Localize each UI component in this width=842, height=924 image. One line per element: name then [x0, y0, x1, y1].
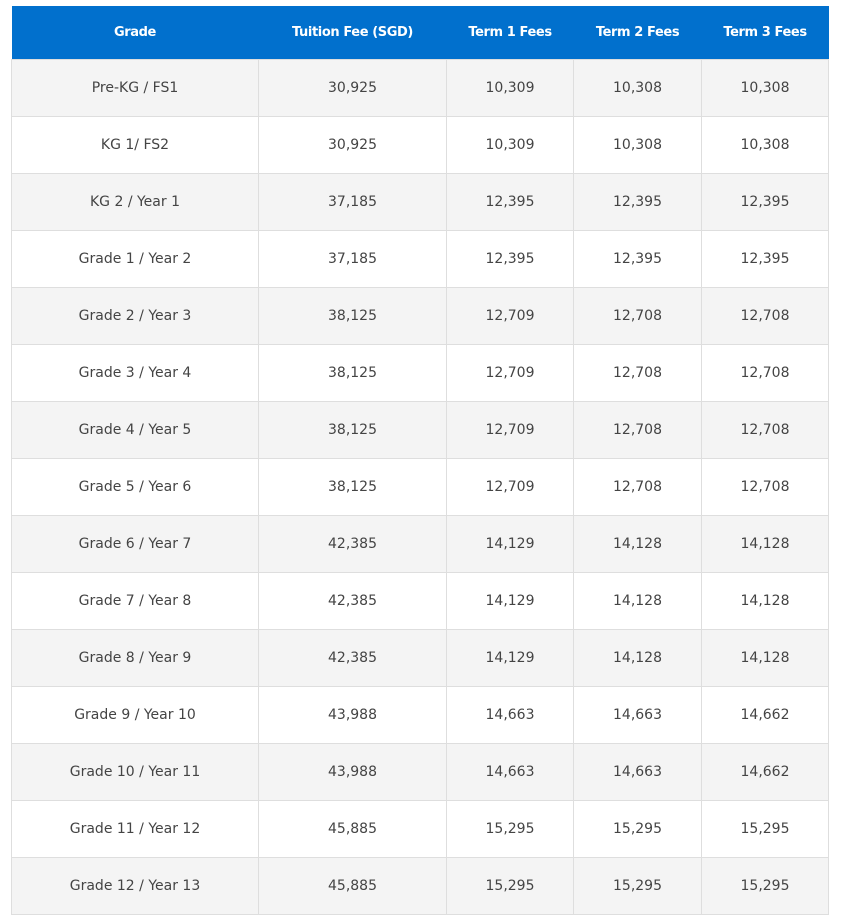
- term-2-cell: 12,395: [573, 230, 702, 288]
- term-3-cell: 14,128: [701, 572, 829, 630]
- term-3-cell: 15,295: [701, 857, 829, 915]
- term-3-cell: 12,708: [701, 401, 829, 459]
- table-row: KG 2 / Year 1 37,185 12,395 12,395 12,395: [11, 173, 829, 231]
- term-1-cell: 14,129: [446, 629, 574, 687]
- tuition-fee-cell: 43,988: [258, 743, 447, 801]
- grade-cell: Grade 7 / Year 8: [11, 572, 259, 630]
- grade-cell: Grade 2 / Year 3: [11, 287, 259, 345]
- table-row: Grade 3 / Year 4 38,125 12,709 12,708 12,708: [11, 344, 829, 402]
- table-row: Grade 1 / Year 2 37,185 12,395 12,395 12,395: [11, 230, 829, 288]
- header-term-2: Term 2 Fees: [573, 6, 702, 60]
- term-3-cell: 12,708: [701, 287, 829, 345]
- term-1-cell: 14,129: [446, 572, 574, 630]
- term-1-cell: 12,395: [446, 173, 574, 231]
- term-2-cell: 14,128: [573, 515, 702, 573]
- term-2-cell: 14,663: [573, 743, 702, 801]
- tuition-fee-cell: 37,185: [258, 173, 447, 231]
- term-2-cell: 15,295: [573, 857, 702, 915]
- term-3-cell: 12,395: [701, 173, 829, 231]
- header-term-1: Term 1 Fees: [446, 6, 574, 60]
- term-1-cell: 15,295: [446, 857, 574, 915]
- table-row: Grade 9 / Year 10 43,988 14,663 14,663 14,66…: [11, 686, 829, 744]
- table-row: Grade 12 / Year 13 45,885 15,295 15,295 15,2…: [11, 857, 829, 915]
- term-3-cell: 12,395: [701, 230, 829, 288]
- term-3-cell: 12,708: [701, 458, 829, 516]
- header-grade: Grade: [11, 6, 259, 60]
- table-row: Pre-KG / FS1 30,925 10,309 10,308 10,308: [11, 59, 829, 117]
- header-term-3: Term 3 Fees: [701, 6, 829, 60]
- term-3-cell: 10,308: [701, 59, 829, 117]
- tuition-fee-cell: 42,385: [258, 515, 447, 573]
- tuition-fee-cell: 42,385: [258, 572, 447, 630]
- table-row: Grade 11 / Year 12 45,885 15,295 15,295 15,2…: [11, 800, 829, 858]
- tuition-fee-cell: 38,125: [258, 287, 447, 345]
- grade-cell: Grade 1 / Year 2: [11, 230, 259, 288]
- grade-cell: Grade 9 / Year 10: [11, 686, 259, 744]
- table-row: Grade 4 / Year 5 38,125 12,709 12,708 12,708: [11, 401, 829, 459]
- tuition-fee-cell: 30,925: [258, 116, 447, 174]
- term-1-cell: 12,709: [446, 287, 574, 345]
- table-row: KG 1/ FS2 30,925 10,309 10,308 10,308: [11, 116, 829, 174]
- term-1-cell: 10,309: [446, 116, 574, 174]
- term-2-cell: 12,395: [573, 173, 702, 231]
- term-3-cell: 14,128: [701, 515, 829, 573]
- table-row: Grade 10 / Year 11 43,988 14,663 14,663 14,6…: [11, 743, 829, 801]
- term-1-cell: 12,709: [446, 458, 574, 516]
- term-3-cell: 14,128: [701, 629, 829, 687]
- table-row: Grade 7 / Year 8 42,385 14,129 14,128 14,128: [11, 572, 829, 630]
- grade-cell: Grade 12 / Year 13: [11, 857, 259, 915]
- term-2-cell: 12,708: [573, 287, 702, 345]
- tuition-fee-cell: 45,885: [258, 857, 447, 915]
- term-1-cell: 12,395: [446, 230, 574, 288]
- term-1-cell: 12,709: [446, 401, 574, 459]
- tuition-fee-cell: 37,185: [258, 230, 447, 288]
- header-tuition-fee: Tuition Fee (SGD): [258, 6, 447, 60]
- term-1-cell: 14,129: [446, 515, 574, 573]
- grade-cell: Grade 5 / Year 6: [11, 458, 259, 516]
- tuition-fee-cell: 42,385: [258, 629, 447, 687]
- header-row: Grade Tuition Fee (SGD) Term 1 Fees Term…: [11, 6, 829, 60]
- tuition-fee-cell: 30,925: [258, 59, 447, 117]
- table-row: Grade 5 / Year 6 38,125 12,709 12,708 12,708: [11, 458, 829, 516]
- tuition-fee-cell: 45,885: [258, 800, 447, 858]
- grade-cell: Grade 3 / Year 4: [11, 344, 259, 402]
- term-2-cell: 15,295: [573, 800, 702, 858]
- term-1-cell: 10,309: [446, 59, 574, 117]
- tuition-fee-cell: 38,125: [258, 344, 447, 402]
- term-1-cell: 14,663: [446, 686, 574, 744]
- table-row: Grade 2 / Year 3 38,125 12,709 12,708 12,708: [11, 287, 829, 345]
- grade-cell: Pre-KG / FS1: [11, 59, 259, 117]
- term-2-cell: 14,128: [573, 572, 702, 630]
- tuition-fee-cell: 38,125: [258, 458, 447, 516]
- term-2-cell: 12,708: [573, 344, 702, 402]
- term-3-cell: 12,708: [701, 344, 829, 402]
- table-row: Grade 8 / Year 9 42,385 14,129 14,128 14,128: [11, 629, 829, 687]
- grade-cell: KG 2 / Year 1: [11, 173, 259, 231]
- term-2-cell: 10,308: [573, 116, 702, 174]
- grade-cell: Grade 6 / Year 7: [11, 515, 259, 573]
- term-2-cell: 10,308: [573, 59, 702, 117]
- grade-cell: Grade 8 / Year 9: [11, 629, 259, 687]
- grade-cell: Grade 11 / Year 12: [11, 800, 259, 858]
- term-1-cell: 14,663: [446, 743, 574, 801]
- tuition-fee-cell: 38,125: [258, 401, 447, 459]
- term-2-cell: 12,708: [573, 458, 702, 516]
- term-3-cell: 10,308: [701, 116, 829, 174]
- term-3-cell: 14,662: [701, 743, 829, 801]
- table-row: Grade 6 / Year 7 42,385 14,129 14,128 14,128: [11, 515, 829, 573]
- term-2-cell: 14,663: [573, 686, 702, 744]
- tuition-fee-table: Grade Tuition Fee (SGD) Term 1 Fees Term…: [11, 6, 829, 915]
- term-3-cell: 15,295: [701, 800, 829, 858]
- term-3-cell: 14,662: [701, 686, 829, 744]
- term-2-cell: 12,708: [573, 401, 702, 459]
- grade-cell: Grade 4 / Year 5: [11, 401, 259, 459]
- term-1-cell: 15,295: [446, 800, 574, 858]
- grade-cell: Grade 10 / Year 11: [11, 743, 259, 801]
- term-2-cell: 14,128: [573, 629, 702, 687]
- grade-cell: KG 1/ FS2: [11, 116, 259, 174]
- term-1-cell: 12,709: [446, 344, 574, 402]
- tuition-fee-cell: 43,988: [258, 686, 447, 744]
